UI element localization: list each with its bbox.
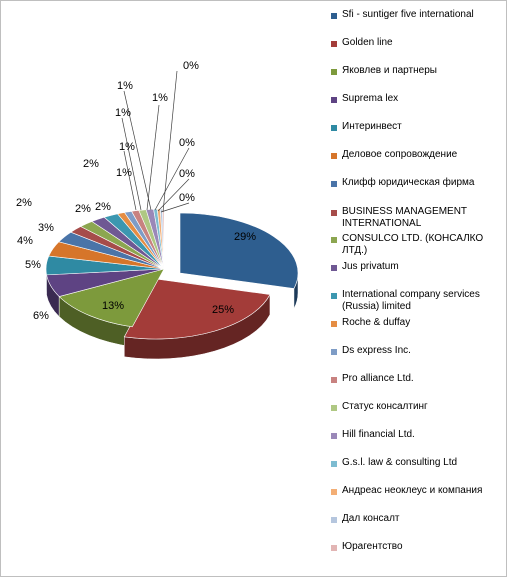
data-label-9: 2% [75,203,91,215]
legend-swatch-13 [331,349,337,355]
leader-lines [121,70,190,213]
data-label-18: 0% [179,168,195,180]
data-label-10: 2% [95,201,111,213]
data-label-6: 4% [17,235,33,247]
legend-swatch-19 [331,517,337,523]
data-label-7: 3% [38,222,54,234]
leader-line-17 [154,147,190,211]
legend-label-19: Дал консалт [342,513,400,524]
data-label-8: 2% [16,197,32,209]
data-label-16: 1% [152,92,168,104]
legend-swatch-16 [331,433,337,439]
leader-line-19 [160,202,190,213]
pie-tops [45,208,299,340]
legend-swatch-18 [331,489,337,495]
data-label-3: 13% [102,300,124,312]
data-label-5: 5% [25,259,41,271]
legend-swatch-17 [331,461,337,467]
legend-label-14: Pro alliance Ltd. [342,373,414,384]
legend-label-11: International company services (Russia) … [342,289,480,312]
data-label-17: 0% [179,137,195,149]
pie-slice-1 [179,212,299,289]
legend-swatch-9 [331,237,337,243]
legend-swatch-8 [331,210,337,216]
data-label-13: 1% [119,141,135,153]
legend-label-16: Hill financial Ltd. [342,429,415,440]
legend-label-5: Интеринвест [342,121,402,132]
data-label-4: 6% [33,310,49,322]
data-label-12: 1% [116,167,132,179]
legend-swatch-11 [331,293,337,299]
legend-label-13: Ds express Inc. [342,345,411,356]
leader-line-14 [121,117,142,211]
leader-line-15 [146,104,160,211]
legend-label-9: CONSULCO LTD. (КОНСАЛКО ЛТД.) [342,233,484,256]
legend-label-2: Golden line [342,37,393,48]
legend-label-6: Деловое сопровождение [342,149,458,160]
legend-swatch-12 [331,321,337,327]
legend-swatch-4 [331,97,337,103]
legend-swatch-20 [331,545,337,551]
legend-label-3: Яковлев и партнеры [342,65,437,76]
legend-swatch-2 [331,41,337,47]
leader-line-13 [123,150,137,211]
legend-swatch-6 [331,153,337,159]
pie-slice-2 [123,278,271,340]
leader-line-20 [162,70,178,213]
leader-line-18 [157,178,190,212]
legend-swatch-7 [331,181,337,187]
leader-line-16 [123,90,152,211]
legend-label-12: Roche & duffay [342,317,411,328]
legend-swatch-5 [331,125,337,131]
data-label-2: 25% [212,304,234,316]
pie-chart: 29% 25% 13% 6% 5% 4% 3% 2% 2% 2% 2% 1% 1% 1% 1% 1% 0% 0% 0… [16,60,299,360]
legend-label-10: Jus privatum [342,261,399,272]
legend-label-20: Юрагентство [342,541,403,552]
data-labels: 29% 25% 13% 6% 5% 4% 3% 2% 2% 2% 2% 1% 1% 1% 1% 1% 0% 0% 0… [16,60,256,322]
legend-swatch-3 [331,69,337,75]
data-label-20: 0% [183,60,199,72]
legend-label-18: Андреас неоклеус и компания [342,485,483,496]
pie-slice-3 [58,268,165,328]
data-label-11: 2% [83,158,99,170]
data-label-1: 29% [234,231,256,243]
legend-label-4: Suprema lex [342,93,399,104]
legend-label-17: G.s.l. law & consulting Ltd [342,457,458,468]
legend-label-7: Клифф юридическая фирма [342,177,475,188]
pie-sides [45,268,299,360]
legend-swatch-15 [331,405,337,411]
legend-label-1: Sfi - suntiger five international [342,9,474,20]
legend-swatch-10 [331,265,337,271]
legend-swatch-14 [331,377,337,383]
legend-label-8: BUSINESS MANAGEMENT INTERNATIONAL [342,206,467,229]
data-label-14: 1% [115,107,131,119]
legend-swatch-1 [331,13,337,19]
data-label-15: 1% [117,80,133,92]
legend-label-15: Статус консалтинг [342,401,428,412]
data-label-19: 0% [179,192,195,204]
